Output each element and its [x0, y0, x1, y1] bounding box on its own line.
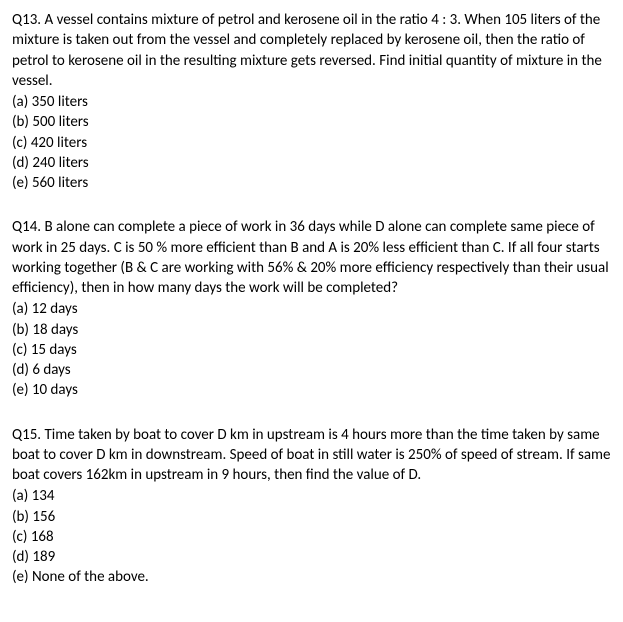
option-e: (e) 10 days	[12, 380, 611, 400]
question-body: Time taken by boat to cover D km in upst…	[12, 426, 610, 485]
question-15: Q15. Time taken by boat to cover D km in…	[12, 425, 611, 588]
question-text: Q13. A vessel contains mixture of petrol…	[12, 10, 611, 91]
question-14: Q14. B alone can complete a piece of wor…	[12, 217, 611, 400]
option-b: (b) 18 days	[12, 320, 611, 340]
option-a: (a) 134	[12, 486, 611, 506]
question-text: Q15. Time taken by boat to cover D km in…	[12, 425, 611, 486]
option-b: (b) 156	[12, 507, 611, 527]
question-13: Q13. A vessel contains mixture of petrol…	[12, 10, 611, 193]
option-c: (c) 15 days	[12, 340, 611, 360]
option-d: (d) 6 days	[12, 360, 611, 380]
question-body: B alone can complete a piece of work in …	[12, 218, 609, 297]
question-number: Q14.	[12, 218, 41, 236]
option-e: (e) 560 liters	[12, 173, 611, 193]
option-c: (c) 168	[12, 527, 611, 547]
question-number: Q13.	[12, 11, 41, 29]
option-a: (a) 350 liters	[12, 92, 611, 112]
question-text: Q14. B alone can complete a piece of wor…	[12, 217, 611, 298]
option-a: (a) 12 days	[12, 299, 611, 319]
question-number: Q15.	[12, 426, 41, 444]
option-d: (d) 189	[12, 547, 611, 567]
option-d: (d) 240 liters	[12, 153, 611, 173]
question-body: A vessel contains mixture of petrol and …	[12, 11, 602, 90]
option-e: (e) None of the above.	[12, 567, 611, 587]
option-b: (b) 500 liters	[12, 112, 611, 132]
option-c: (c) 420 liters	[12, 133, 611, 153]
